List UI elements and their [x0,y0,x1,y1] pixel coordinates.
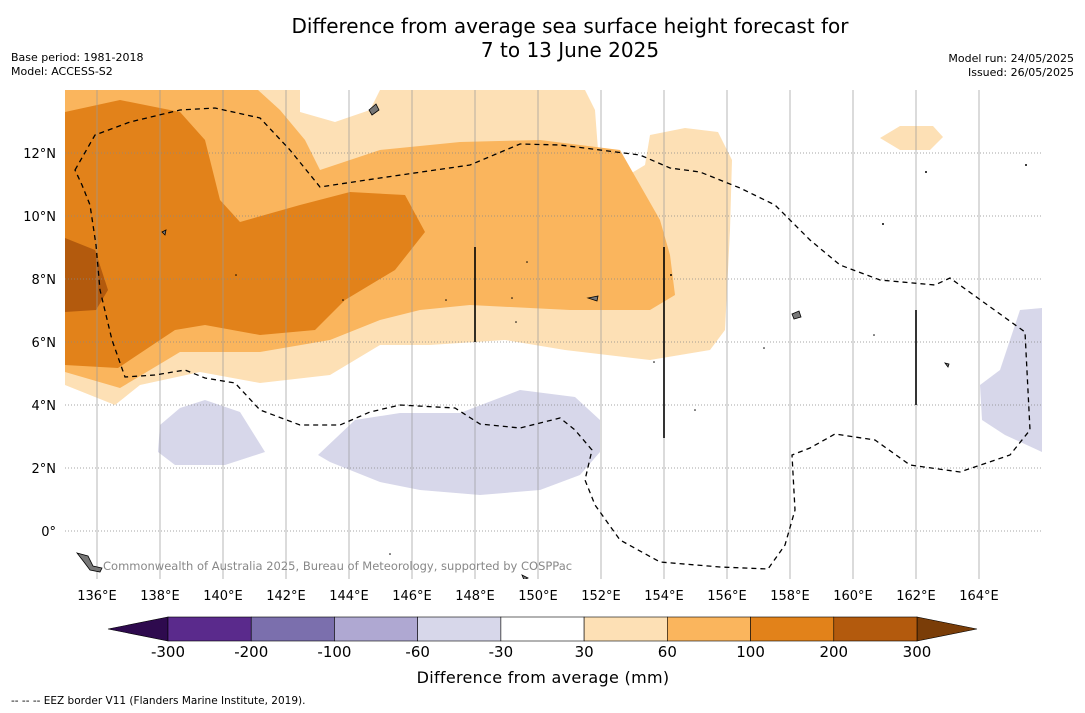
lat-label: 2°N [32,462,57,477]
eez-borders [74,107,1031,570]
colorbar-tick-label: 100 [736,643,765,661]
lon-label: 136°E [77,589,117,604]
colorbar-bin [667,616,751,642]
eez-legend-footer: -- -- -- EEZ border V11 (Flanders Marine… [11,695,306,707]
lat-label: 4°N [32,399,57,414]
model-name: Model: ACCESS-S2 [11,65,113,78]
run-info: Model run: 24/05/2025 Issued: 26/05/2025 [948,52,1074,80]
colorbar-bin [833,616,918,642]
lat-label: 10°N [23,210,56,225]
colorbar-bin [583,616,668,642]
contour-neg-east [980,308,1042,452]
grid-lines [96,90,980,579]
eez-boundary-lines [474,247,917,438]
lon-label: 164°E [959,589,999,604]
contour-neg-central [318,390,600,495]
colorbar-bin [334,616,418,642]
lon-label: 156°E [707,589,747,604]
model-info: Base period: 1981-2018 Model: ACCESS-S2 [11,51,143,79]
colorbar-high-extend [916,616,978,642]
lat-label: 12°N [23,147,56,162]
lon-label: 150°E [518,589,558,604]
colorbar-tick-label: 200 [819,643,849,661]
lon-label: 142°E [266,589,306,604]
lat-label: 0° [41,525,56,540]
colorbar-tick-label: 60 [657,643,677,661]
map-area: Commonwealth of Australia 2025, Bureau o… [65,90,1042,579]
lon-label: 148°E [455,589,495,604]
lon-label: 158°E [770,589,810,604]
title-line-2: 7 to 13 June 2025 [480,38,660,62]
colorbar-bin [500,616,585,642]
lon-label: 162°E [896,589,936,604]
title-line-1: Difference from average sea surface heig… [291,14,849,38]
colorbar-bin [167,616,252,642]
colorbar-bin [417,616,502,642]
map-title: Difference from average sea surface heig… [0,14,1085,62]
contour-100-200 [65,100,425,368]
lon-label: 146°E [392,589,432,604]
copyright-text: Commonwealth of Australia 2025, Bureau o… [103,559,572,573]
lon-label: 160°E [833,589,873,604]
lon-label: 140°E [203,589,243,604]
lat-label: 6°N [32,336,57,351]
colorbar-tick-label: 30 [574,643,594,661]
colorbar-tick-label: -60 [405,643,430,661]
base-period: Base period: 1981-2018 [11,51,144,64]
lon-label: 152°E [581,589,621,604]
colorbar-title: Difference from average (mm) [416,668,670,687]
issued-date: Issued: 26/05/2025 [967,66,1074,79]
colorbar-tick-label: -300 [150,643,186,661]
lon-label: 144°E [329,589,369,604]
colorbar-low-extend [107,616,169,642]
latitude-labels: 12°N 10°N 8°N 6°N 4°N 2°N 0° [23,147,56,540]
contour-neg-west [158,400,265,465]
colorbar-tick-label: -100 [317,643,352,661]
lat-label: 8°N [32,273,57,288]
islet-dots [235,164,1027,555]
islands [75,103,950,579]
grid-lat-lines [65,152,1042,532]
colorbar-tick-label: -200 [234,643,269,661]
colorbar-bin [250,616,335,642]
longitude-labels: 136°E 138°E 140°E 142°E 144°E 146°E 148°… [77,589,999,604]
model-run-date: Model run: 24/05/2025 [948,52,1074,65]
colorbar-tick-label: 300 [902,643,932,661]
contour-patch-east [880,126,943,150]
colorbar-tick-label: -30 [488,643,514,661]
colorbar [107,616,978,642]
lon-label: 138°E [140,589,180,604]
colorbar-bin [750,616,835,642]
lon-label: 154°E [644,589,684,604]
